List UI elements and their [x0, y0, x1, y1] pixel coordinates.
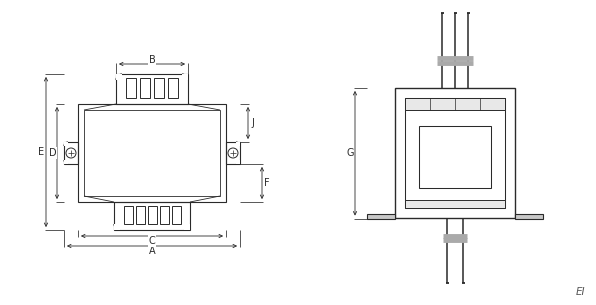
Bar	[236, 142, 240, 146]
Bar	[84, 110, 220, 196]
Text: F: F	[264, 178, 270, 188]
Bar	[64, 142, 68, 146]
Text: G: G	[346, 148, 354, 158]
Bar	[140, 78, 150, 98]
Text: J: J	[252, 118, 254, 128]
Bar	[168, 78, 178, 98]
Text: E: E	[38, 147, 44, 157]
Bar	[154, 78, 164, 98]
Bar	[515, 214, 543, 218]
Bar	[395, 88, 515, 218]
Bar	[160, 206, 169, 224]
Bar	[64, 142, 78, 164]
Bar	[405, 98, 505, 208]
Bar	[64, 160, 68, 164]
Bar	[419, 126, 491, 188]
Bar	[78, 104, 226, 202]
Bar	[405, 98, 505, 110]
Bar	[367, 214, 395, 218]
Text: EI: EI	[576, 287, 585, 297]
Bar	[114, 224, 120, 230]
Bar	[116, 74, 188, 104]
Bar	[135, 206, 144, 224]
Text: C: C	[148, 236, 156, 246]
Text: D: D	[49, 148, 57, 158]
Bar	[236, 160, 240, 164]
Text: A: A	[148, 246, 156, 256]
Bar	[226, 142, 240, 164]
Bar	[123, 206, 132, 224]
Bar	[147, 206, 157, 224]
Bar	[405, 200, 505, 208]
Bar	[116, 74, 122, 80]
Bar	[184, 224, 190, 230]
Bar	[114, 202, 190, 230]
Bar	[172, 206, 181, 224]
Bar	[126, 78, 136, 98]
Bar	[182, 74, 188, 80]
Text: B: B	[148, 55, 156, 65]
